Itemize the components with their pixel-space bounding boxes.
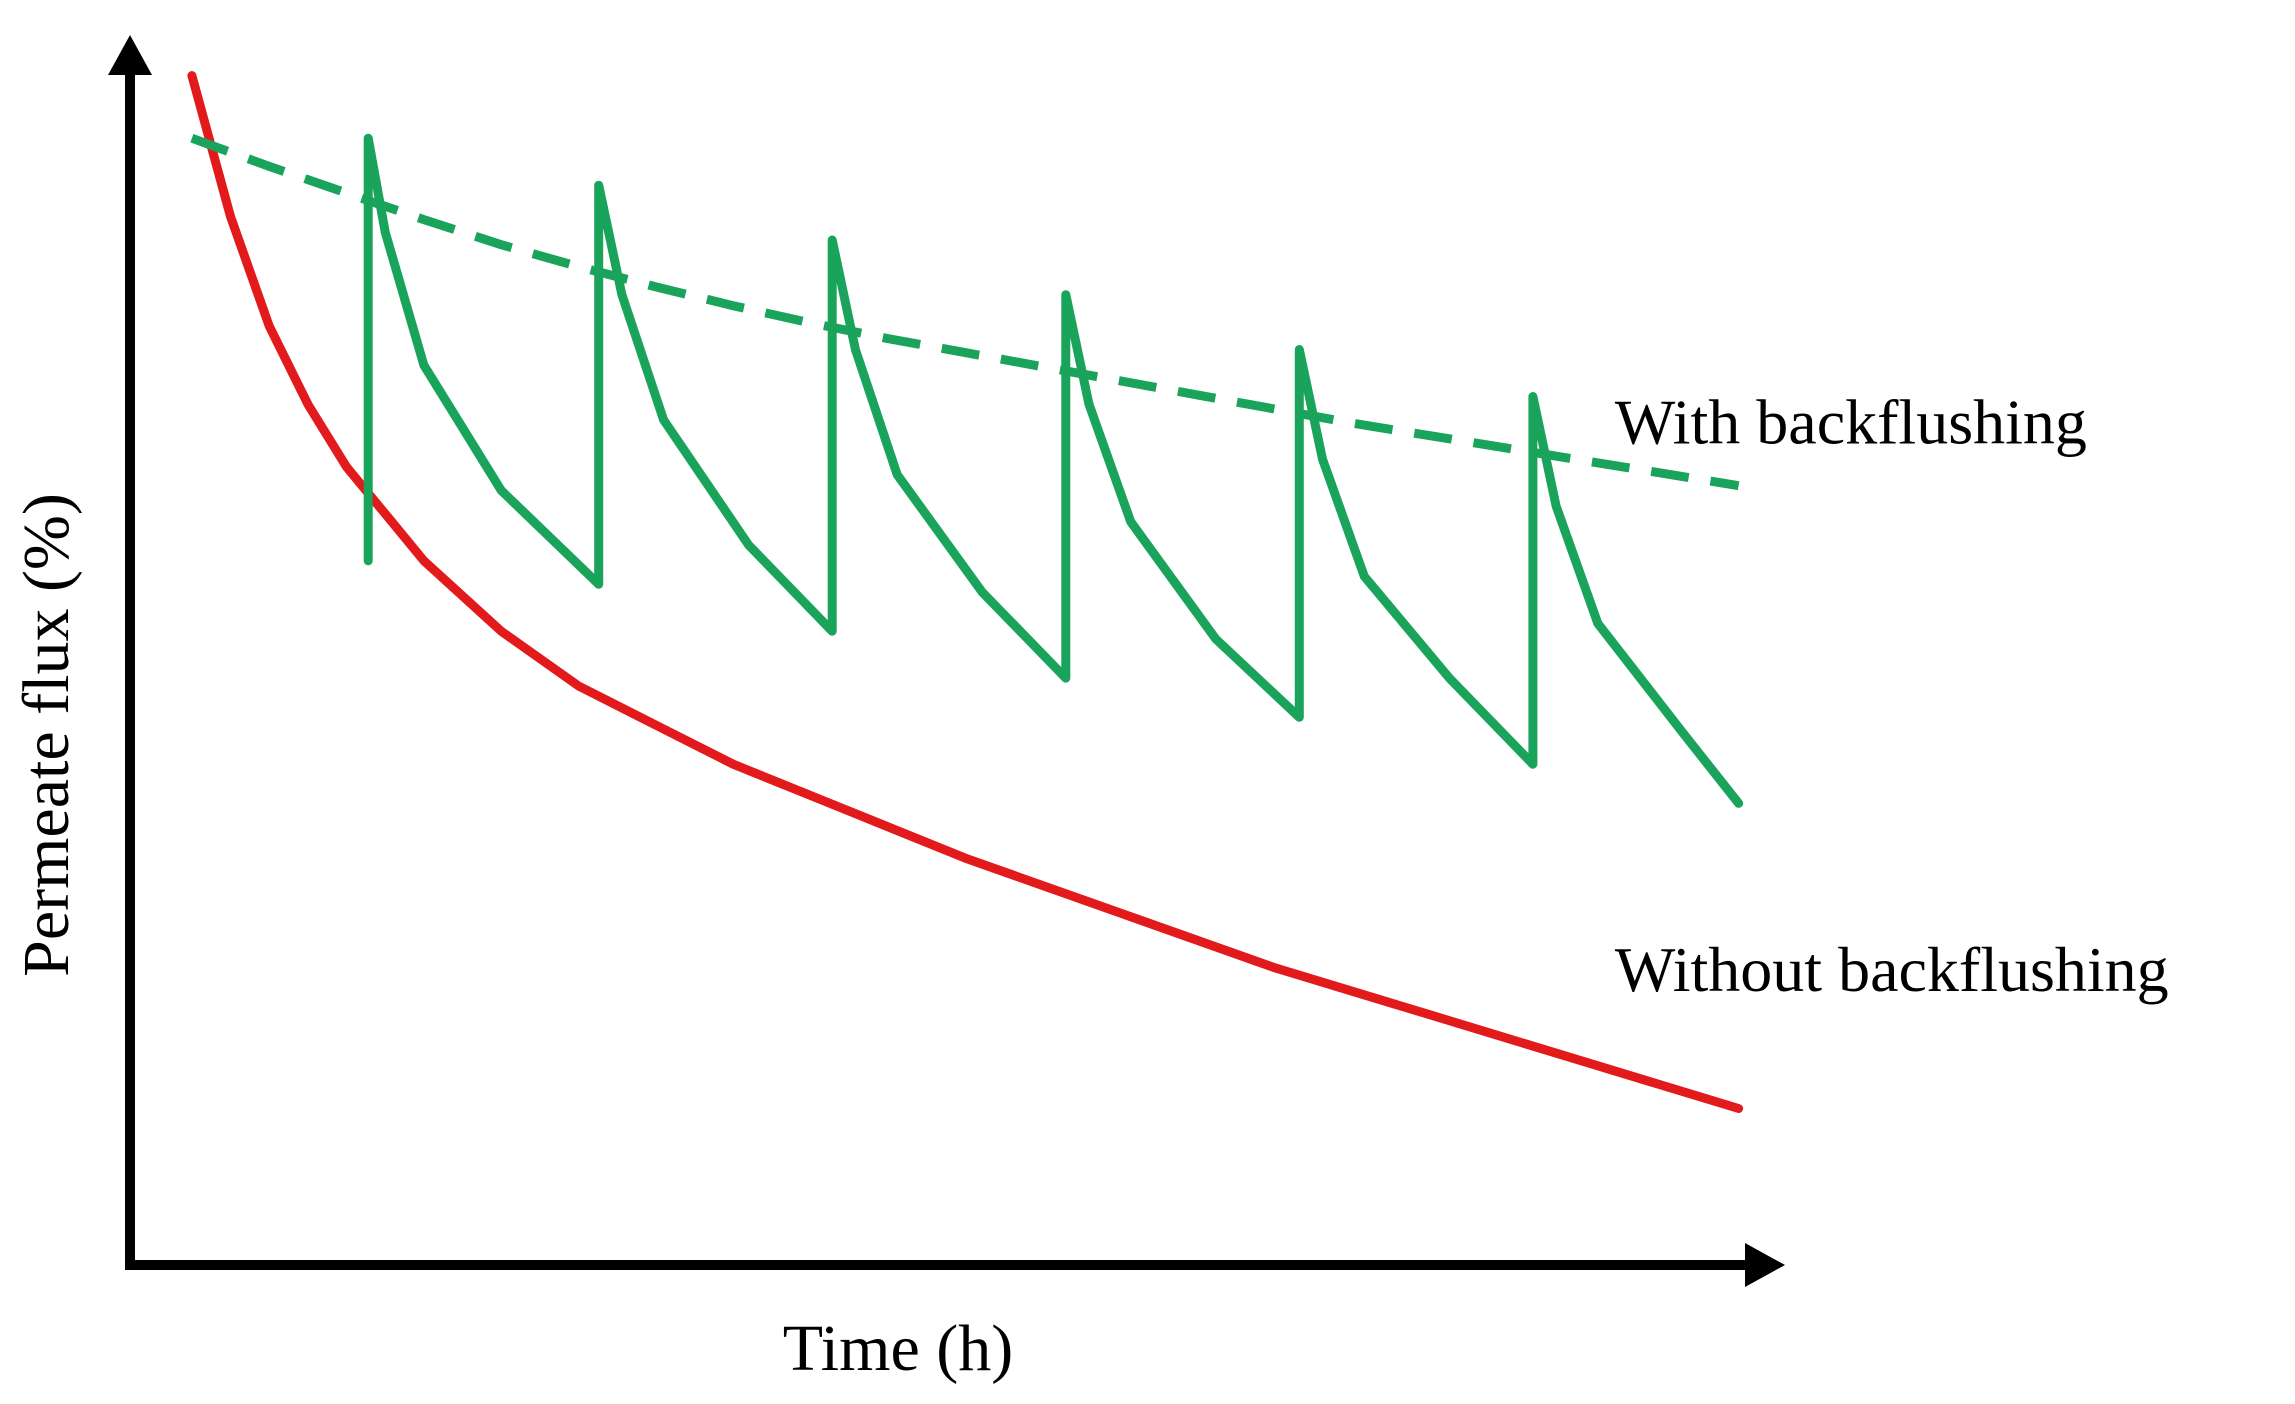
series-line-2 <box>190 133 1740 491</box>
labels-group: Time (h) Permeate flux (%) <box>10 493 1013 1385</box>
annotations-group: With backflushing Without backflushing <box>1615 386 2169 1005</box>
x-axis-arrowhead <box>1745 1243 1785 1287</box>
series-annotation-0: With backflushing <box>1615 386 2087 457</box>
axes <box>108 35 1785 1287</box>
x-axis-label: Time (h) <box>783 1312 1013 1385</box>
series-annotation-1: Without backflushing <box>1615 934 2169 1005</box>
series-group <box>187 71 1744 1113</box>
y-axis-arrowhead <box>108 35 152 75</box>
series-line-0 <box>187 71 1744 1113</box>
y-axis-label: Permeate flux (%) <box>10 493 83 977</box>
series-line-1 <box>363 133 1744 808</box>
